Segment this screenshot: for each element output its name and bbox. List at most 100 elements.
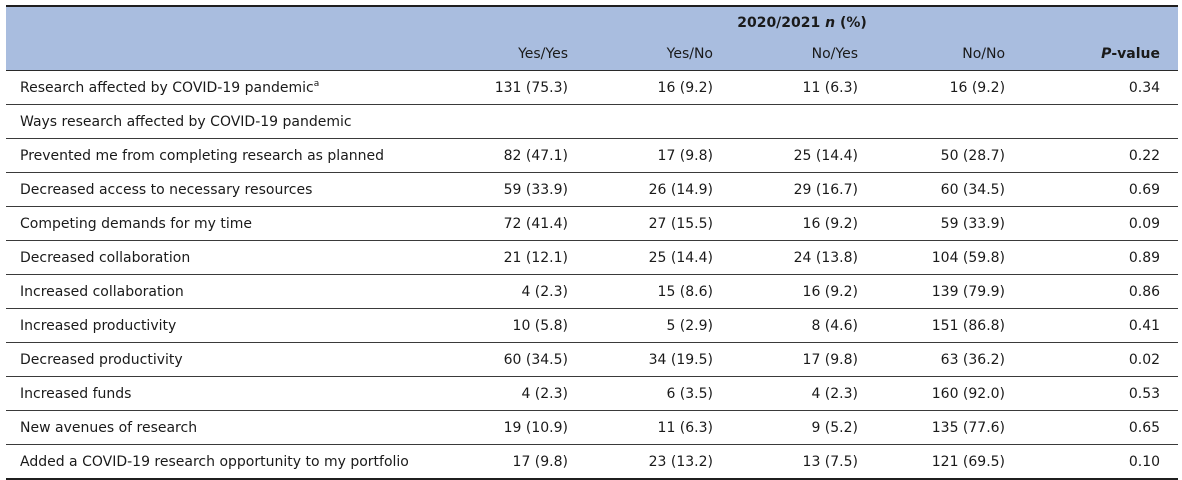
footnote-marker: a <box>313 78 320 89</box>
col-header-no-yes: No/Yes <box>731 38 876 71</box>
cell-pvalue: 0.22 <box>1023 138 1179 173</box>
cell-pvalue: 0.10 <box>1023 444 1179 480</box>
row-label: Decreased collaboration <box>6 240 486 275</box>
cell-yes-no: 5 (2.9) <box>586 308 731 343</box>
cell-no-yes: 9 (5.2) <box>731 410 876 445</box>
cell-no-no <box>876 104 1024 139</box>
cell-yes-yes: 10 (5.8) <box>486 308 586 343</box>
row-label: Decreased productivity <box>6 342 486 377</box>
cell-no-no: 50 (28.7) <box>876 138 1024 173</box>
cell-yes-yes: 19 (10.9) <box>486 410 586 445</box>
table-row: Ways research affected by COVID-19 pande… <box>6 104 1179 139</box>
cell-pvalue: 0.65 <box>1023 410 1179 445</box>
cell-no-yes: 17 (9.8) <box>731 342 876 377</box>
cell-yes-yes: 17 (9.8) <box>486 444 586 480</box>
cell-no-yes: 16 (9.2) <box>731 206 876 241</box>
group-year: 2020/2021 <box>737 14 821 31</box>
table-row: New avenues of research 19 (10.9) 11 (6.3)… <box>6 410 1179 445</box>
cell-yes-yes <box>486 104 586 139</box>
cell-no-yes: 25 (14.4) <box>731 138 876 173</box>
results-table: 2020/2021 n (%) Yes/Yes Yes/No No/Yes No… <box>6 5 1179 480</box>
cell-no-yes: 4 (2.3) <box>731 376 876 411</box>
table-row: Prevented me from completing research as… <box>6 138 1179 173</box>
cell-yes-no: 25 (14.4) <box>586 240 731 275</box>
cell-yes-no: 23 (13.2) <box>586 444 731 480</box>
cell-yes-yes: 72 (41.4) <box>486 206 586 241</box>
cell-no-yes: 8 (4.6) <box>731 308 876 343</box>
row-label: Ways research affected by COVID-19 pande… <box>6 104 486 139</box>
col-header-no-no: No/No <box>876 38 1024 71</box>
cell-yes-no: 17 (9.8) <box>586 138 731 173</box>
cell-no-no: 16 (9.2) <box>876 70 1024 105</box>
cell-pvalue: 0.09 <box>1023 206 1179 241</box>
header-label-col <box>6 38 486 71</box>
cell-yes-no: 15 (8.6) <box>586 274 731 309</box>
cell-yes-yes: 60 (34.5) <box>486 342 586 377</box>
cell-pvalue: 0.89 <box>1023 240 1179 275</box>
cell-no-no: 59 (33.9) <box>876 206 1024 241</box>
cell-yes-yes: 21 (12.1) <box>486 240 586 275</box>
cell-yes-yes: 4 (2.3) <box>486 376 586 411</box>
cell-yes-yes: 131 (75.3) <box>486 70 586 105</box>
cell-no-yes: 24 (13.8) <box>731 240 876 275</box>
cell-no-no: 60 (34.5) <box>876 172 1024 207</box>
header-group-row: 2020/2021 n (%) <box>6 5 1179 38</box>
row-label: Increased funds <box>6 376 486 411</box>
cell-pvalue: 0.86 <box>1023 274 1179 309</box>
table-row: Research affected by COVID-19 pandemica 1… <box>6 70 1179 105</box>
cell-no-yes: 13 (7.5) <box>731 444 876 480</box>
header-blank <box>6 5 486 38</box>
header-column-row: Yes/Yes Yes/No No/Yes No/No P-value <box>6 38 1179 71</box>
table-row: Decreased productivity 60 (34.5) 34 (19.5)… <box>6 342 1179 377</box>
cell-pvalue: 0.69 <box>1023 172 1179 207</box>
row-label: Added a COVID-19 research opportunity to… <box>6 444 486 480</box>
header-group-title: 2020/2021 n (%) <box>486 5 1024 38</box>
table-row: Increased productivity 10 (5.8) 5 (2.9) 8 (… <box>6 308 1179 343</box>
cell-pvalue: 0.34 <box>1023 70 1179 105</box>
cell-no-yes <box>731 104 876 139</box>
cell-yes-no: 16 (9.2) <box>586 70 731 105</box>
cell-yes-no: 26 (14.9) <box>586 172 731 207</box>
col-header-pvalue: P-value <box>1023 38 1179 71</box>
group-pct: (%) <box>839 14 867 31</box>
row-label: Increased collaboration <box>6 274 486 309</box>
table-row: Increased funds 4 (2.3) 6 (3.5) 4 (2.3) 160 … <box>6 376 1179 411</box>
cell-no-no: 121 (69.5) <box>876 444 1024 480</box>
cell-yes-no: 11 (6.3) <box>586 410 731 445</box>
cell-no-yes: 16 (9.2) <box>731 274 876 309</box>
cell-no-yes: 11 (6.3) <box>731 70 876 105</box>
group-n: n <box>825 14 836 31</box>
row-label: Decreased access to necessary resources <box>6 172 486 207</box>
table-row: Competing demands for my time 72 (41.4) 27… <box>6 206 1179 241</box>
table-row: Increased collaboration 4 (2.3) 15 (8.6) 16… <box>6 274 1179 309</box>
table-row: Decreased access to necessary resources 5… <box>6 172 1179 207</box>
cell-no-no: 63 (36.2) <box>876 342 1024 377</box>
cell-yes-no <box>586 104 731 139</box>
col-header-yes-no: Yes/No <box>586 38 731 71</box>
cell-yes-yes: 59 (33.9) <box>486 172 586 207</box>
cell-yes-no: 34 (19.5) <box>586 342 731 377</box>
cell-pvalue: 0.02 <box>1023 342 1179 377</box>
cell-no-yes: 29 (16.7) <box>731 172 876 207</box>
table-row: Added a COVID-19 research opportunity to… <box>6 444 1179 480</box>
cell-no-no: 160 (92.0) <box>876 376 1024 411</box>
cell-pvalue: 0.41 <box>1023 308 1179 343</box>
cell-yes-no: 27 (15.5) <box>586 206 731 241</box>
cell-no-no: 135 (77.6) <box>876 410 1024 445</box>
cell-no-no: 139 (79.9) <box>876 274 1024 309</box>
cell-yes-yes: 4 (2.3) <box>486 274 586 309</box>
row-label: Increased productivity <box>6 308 486 343</box>
row-label: New avenues of research <box>6 410 486 445</box>
header-blank-right <box>1023 5 1179 38</box>
table-row: Decreased collaboration 21 (12.1) 25 (14.4… <box>6 240 1179 275</box>
cell-yes-no: 6 (3.5) <box>586 376 731 411</box>
cell-no-no: 151 (86.8) <box>876 308 1024 343</box>
cell-pvalue: 0.53 <box>1023 376 1179 411</box>
cell-no-no: 104 (59.8) <box>876 240 1024 275</box>
cell-yes-yes: 82 (47.1) <box>486 138 586 173</box>
row-label: Research affected by COVID-19 pandemica <box>6 70 486 105</box>
row-label: Competing demands for my time <box>6 206 486 241</box>
col-header-yes-yes: Yes/Yes <box>486 38 586 71</box>
cell-pvalue <box>1023 104 1179 139</box>
row-label: Prevented me from completing research as… <box>6 138 486 173</box>
